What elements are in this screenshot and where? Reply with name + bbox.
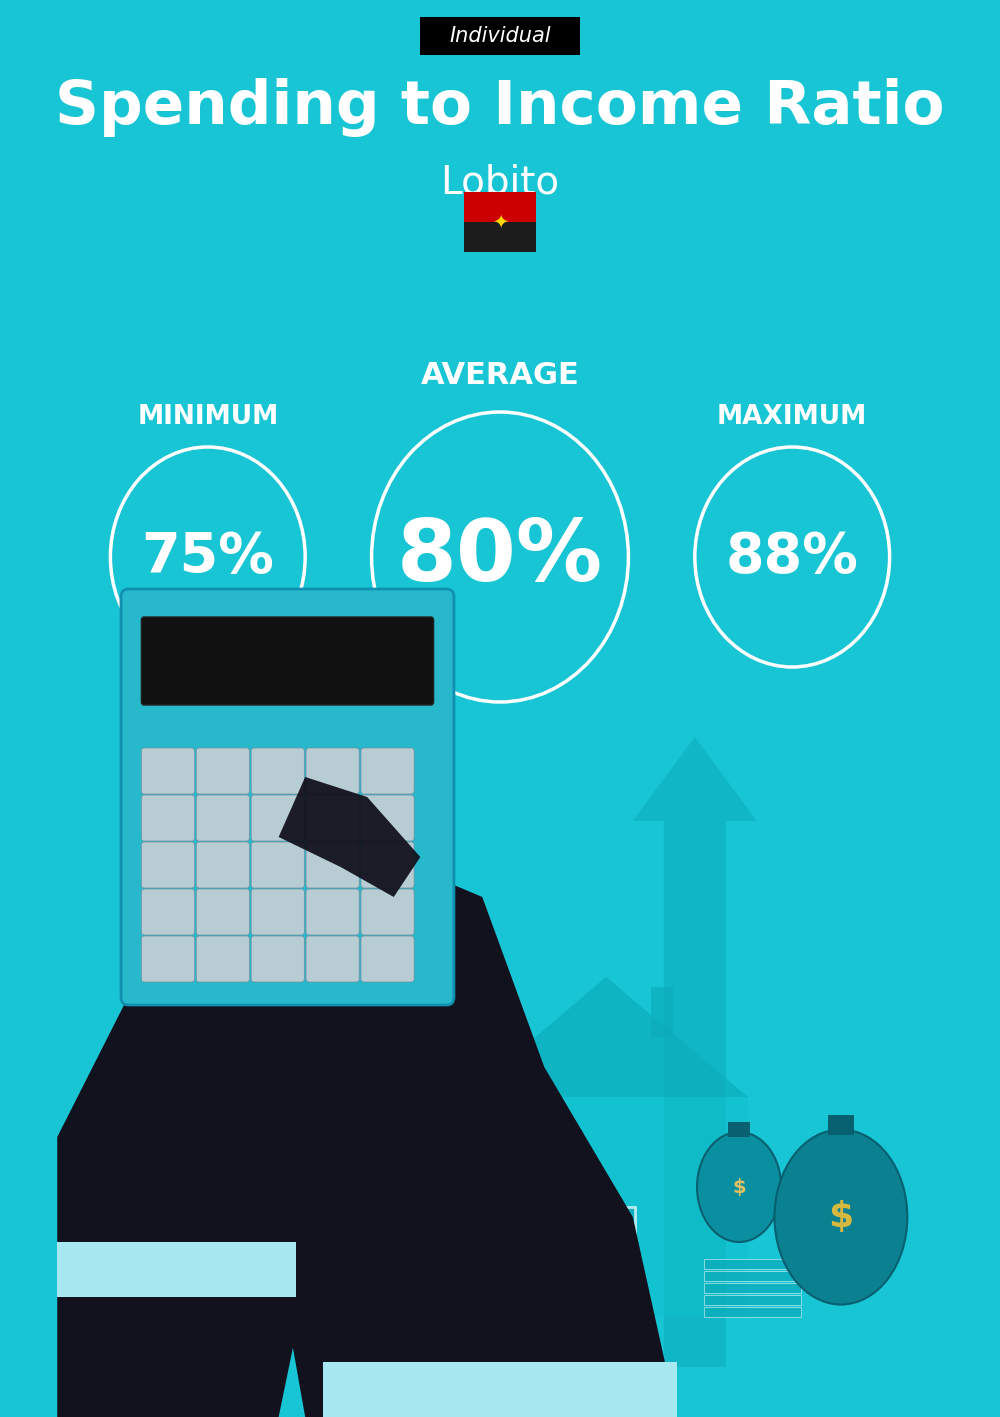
Text: $: $ bbox=[732, 1178, 746, 1196]
FancyBboxPatch shape bbox=[704, 1295, 801, 1305]
FancyBboxPatch shape bbox=[121, 589, 454, 1005]
FancyBboxPatch shape bbox=[251, 888, 304, 935]
FancyBboxPatch shape bbox=[704, 1282, 801, 1292]
FancyBboxPatch shape bbox=[577, 1207, 635, 1316]
FancyBboxPatch shape bbox=[196, 888, 249, 935]
FancyBboxPatch shape bbox=[196, 937, 249, 982]
FancyBboxPatch shape bbox=[13, 1241, 296, 1297]
FancyBboxPatch shape bbox=[141, 748, 195, 794]
FancyBboxPatch shape bbox=[323, 1362, 677, 1417]
FancyBboxPatch shape bbox=[420, 17, 580, 55]
Text: MAXIMUM: MAXIMUM bbox=[717, 404, 867, 429]
Text: 88%: 88% bbox=[726, 530, 859, 584]
FancyBboxPatch shape bbox=[196, 842, 249, 888]
Text: 80%: 80% bbox=[397, 516, 603, 598]
Polygon shape bbox=[465, 976, 748, 1097]
FancyBboxPatch shape bbox=[704, 1258, 801, 1270]
FancyBboxPatch shape bbox=[141, 616, 434, 706]
FancyBboxPatch shape bbox=[141, 888, 195, 935]
FancyBboxPatch shape bbox=[251, 842, 304, 888]
FancyBboxPatch shape bbox=[361, 888, 414, 935]
Polygon shape bbox=[57, 917, 429, 1417]
FancyBboxPatch shape bbox=[57, 717, 943, 1417]
Text: Spending to Income Ratio: Spending to Income Ratio bbox=[55, 78, 945, 136]
FancyBboxPatch shape bbox=[704, 1306, 801, 1316]
Ellipse shape bbox=[697, 1132, 781, 1241]
FancyBboxPatch shape bbox=[464, 222, 536, 252]
FancyBboxPatch shape bbox=[141, 795, 195, 842]
FancyBboxPatch shape bbox=[251, 937, 304, 982]
FancyBboxPatch shape bbox=[465, 1097, 748, 1316]
Text: ✦: ✦ bbox=[492, 213, 508, 231]
Polygon shape bbox=[633, 737, 757, 1367]
FancyBboxPatch shape bbox=[361, 748, 414, 794]
FancyBboxPatch shape bbox=[251, 795, 304, 842]
FancyBboxPatch shape bbox=[361, 842, 414, 888]
Text: $: $ bbox=[828, 1200, 854, 1234]
FancyBboxPatch shape bbox=[141, 937, 195, 982]
FancyBboxPatch shape bbox=[361, 937, 414, 982]
FancyBboxPatch shape bbox=[196, 748, 249, 794]
FancyBboxPatch shape bbox=[464, 191, 536, 222]
FancyBboxPatch shape bbox=[651, 988, 673, 1037]
Text: AVERAGE: AVERAGE bbox=[421, 360, 579, 390]
FancyBboxPatch shape bbox=[306, 842, 359, 888]
FancyBboxPatch shape bbox=[141, 842, 195, 888]
FancyBboxPatch shape bbox=[306, 795, 359, 842]
FancyBboxPatch shape bbox=[196, 795, 249, 842]
FancyBboxPatch shape bbox=[828, 1115, 854, 1135]
Polygon shape bbox=[279, 777, 420, 897]
Text: Individual: Individual bbox=[449, 26, 551, 45]
FancyBboxPatch shape bbox=[306, 888, 359, 935]
Text: Lobito: Lobito bbox=[440, 163, 560, 201]
Polygon shape bbox=[279, 867, 677, 1417]
FancyBboxPatch shape bbox=[361, 795, 414, 842]
FancyBboxPatch shape bbox=[306, 937, 359, 982]
FancyBboxPatch shape bbox=[306, 748, 359, 794]
Text: MINIMUM: MINIMUM bbox=[137, 404, 278, 429]
FancyBboxPatch shape bbox=[728, 1122, 750, 1136]
Polygon shape bbox=[318, 837, 451, 1367]
Text: 75%: 75% bbox=[141, 530, 274, 584]
FancyBboxPatch shape bbox=[251, 748, 304, 794]
FancyBboxPatch shape bbox=[704, 1271, 801, 1281]
Ellipse shape bbox=[775, 1129, 907, 1305]
